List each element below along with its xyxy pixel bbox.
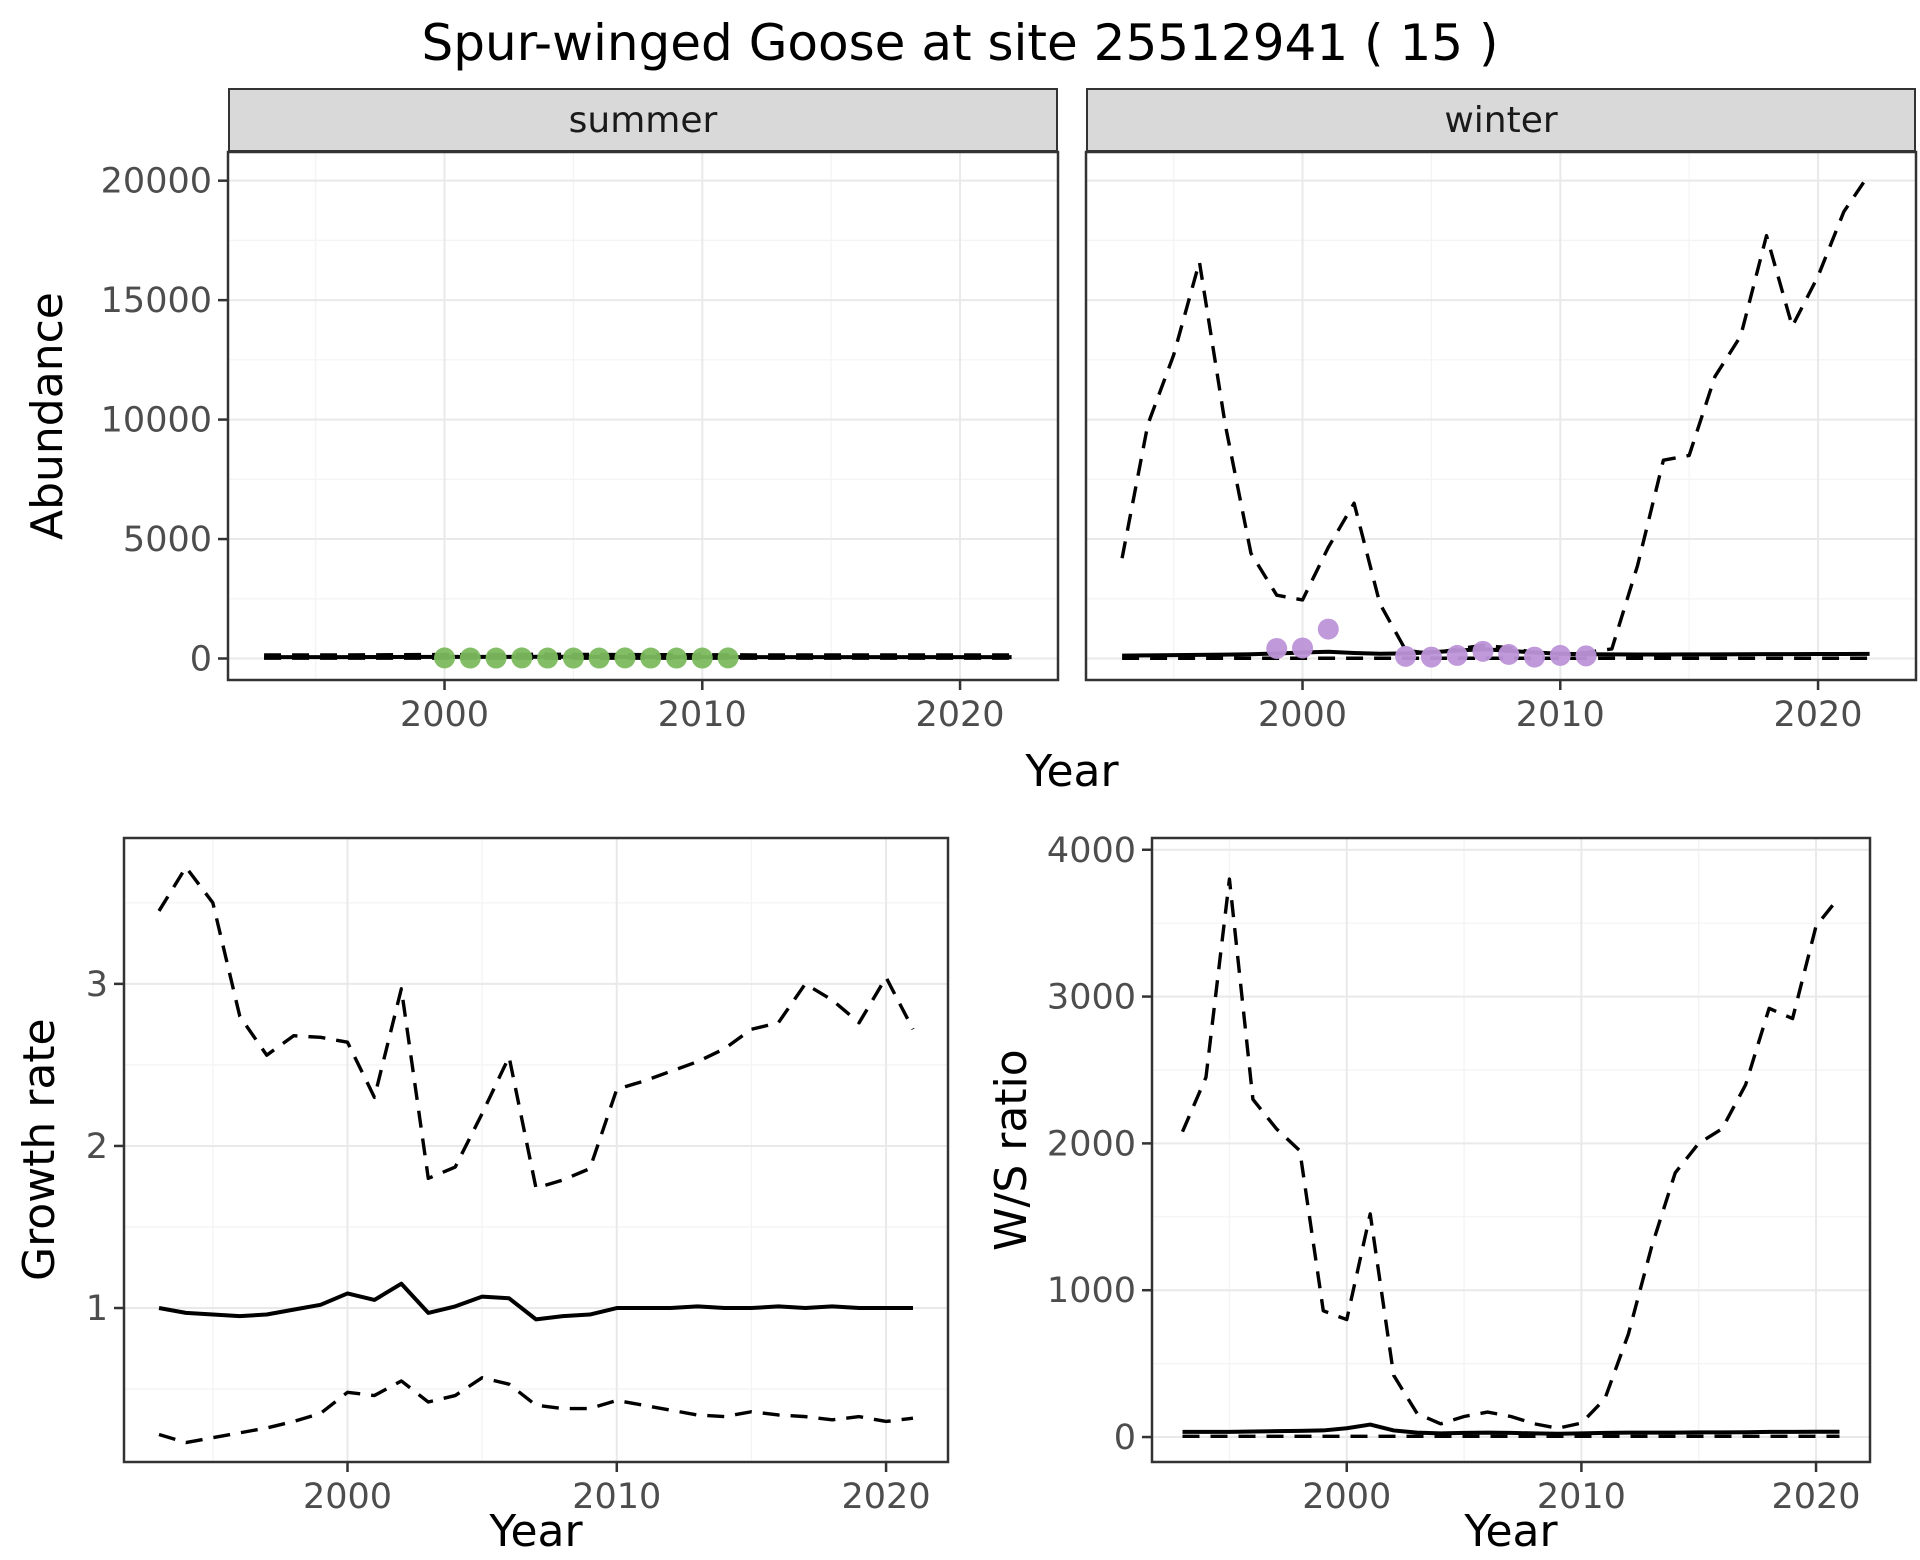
svg-text:2000: 2000 bbox=[303, 1477, 392, 1517]
svg-text:3: 3 bbox=[86, 965, 108, 1005]
svg-text:10000: 10000 bbox=[101, 401, 212, 441]
page-title: Spur-winged Goose at site 25512941 ( 15 … bbox=[421, 14, 1499, 72]
svg-text:0: 0 bbox=[1114, 1418, 1136, 1458]
ws-ratio-panel: 2000 2010 2020 0 1000 2000 3000 4000 bbox=[1047, 831, 1872, 1517]
facet-strip-summer-label: summer bbox=[568, 99, 718, 141]
svg-text:1: 1 bbox=[86, 1289, 108, 1329]
svg-text:5000: 5000 bbox=[123, 520, 212, 560]
svg-text:2010: 2010 bbox=[1516, 695, 1605, 735]
facet-strip-winter-label: winter bbox=[1444, 99, 1558, 141]
svg-text:4000: 4000 bbox=[1047, 831, 1136, 871]
abundance-summer-panel: 2000 2010 2020 0 5000 10000 15000 20000 bbox=[101, 150, 1060, 735]
svg-text:2000: 2000 bbox=[400, 695, 489, 735]
svg-text:3000: 3000 bbox=[1047, 978, 1136, 1018]
svg-text:2020: 2020 bbox=[842, 1477, 931, 1517]
svg-text:2010: 2010 bbox=[1537, 1477, 1626, 1517]
svg-text:2: 2 bbox=[86, 1127, 108, 1167]
svg-text:2010: 2010 bbox=[572, 1477, 661, 1517]
svg-text:2000: 2000 bbox=[1047, 1124, 1136, 1164]
abundance-winter-panel: 2000 2010 2020 bbox=[1084, 150, 1918, 735]
svg-text:0: 0 bbox=[190, 639, 212, 679]
svg-text:1000: 1000 bbox=[1047, 1271, 1136, 1311]
y-axis-title-growth-rate: Growth rate bbox=[14, 1018, 65, 1282]
svg-text:2020: 2020 bbox=[1774, 695, 1863, 735]
x-axis-title-year-growth: Year bbox=[489, 1506, 583, 1557]
facet-strip-winter: winter bbox=[1086, 88, 1916, 152]
y-axis-title-abundance: Abundance bbox=[22, 292, 73, 540]
growth-rate-panel: 2000 2010 2020 1 2 3 bbox=[86, 836, 950, 1517]
svg-text:2000: 2000 bbox=[1258, 695, 1347, 735]
svg-text:15000: 15000 bbox=[101, 281, 212, 321]
x-axis-title-year-ws: Year bbox=[1464, 1506, 1558, 1557]
svg-text:2020: 2020 bbox=[916, 695, 1005, 735]
y-axis-title-ws-ratio: W/S ratio bbox=[986, 1049, 1037, 1251]
svg-text:2010: 2010 bbox=[658, 695, 747, 735]
svg-text:2020: 2020 bbox=[1771, 1477, 1860, 1517]
svg-text:2000: 2000 bbox=[1302, 1477, 1391, 1517]
svg-text:20000: 20000 bbox=[101, 162, 212, 202]
facet-strip-summer: summer bbox=[228, 88, 1058, 152]
x-axis-title-year-top: Year bbox=[1025, 746, 1119, 797]
